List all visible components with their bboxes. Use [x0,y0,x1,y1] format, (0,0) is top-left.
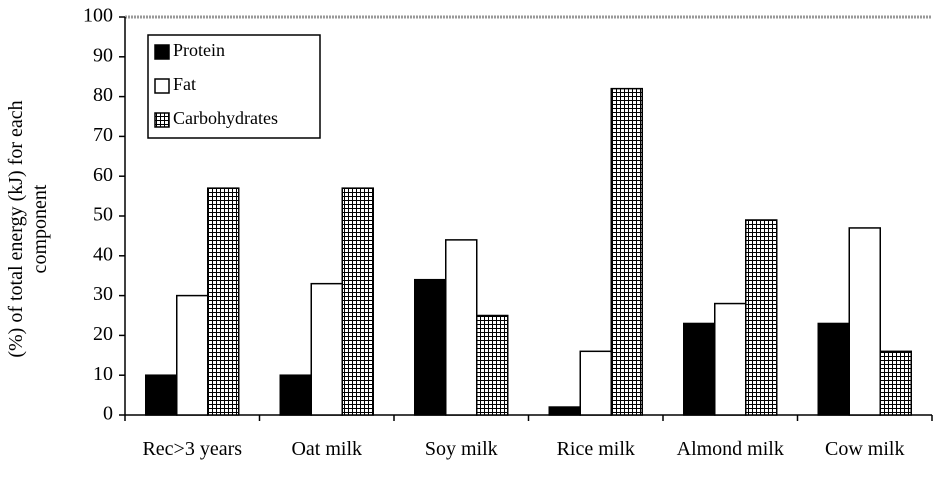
y-tick-label: 100 [83,5,113,27]
bar [879,350,912,416]
bar [207,187,240,416]
bar [548,406,581,416]
y-tick-label: 30 [93,283,113,305]
x-tick-label: Oat milk [291,438,363,460]
x-tick-label: Rec>3 years [142,438,243,460]
y-tick-label: 20 [93,323,113,345]
y-tick-label: 80 [93,84,113,106]
bar [745,219,778,416]
bar [445,239,478,416]
y-tick-label: 50 [93,204,113,226]
bar [310,282,343,416]
y-tick-label: 0 [103,403,113,425]
bar [414,278,447,416]
legend-label: Protein [173,40,225,60]
bar [848,227,881,416]
bar [683,322,716,416]
legend-box [147,34,321,139]
y-tick-label: 90 [93,44,113,66]
y-tick-label: 70 [93,124,113,146]
bar [817,322,850,416]
bar [476,314,509,416]
legend-label: Carbohydrates [173,108,278,128]
bar [579,350,612,416]
y-tick-label: 60 [93,164,113,186]
x-tick-label: Cow milk [825,438,905,460]
legend-swatch [154,78,170,94]
y-tick-label: 10 [93,363,113,385]
legend-label: Fat [173,74,196,94]
legend-swatch [154,112,170,128]
bar [279,374,312,416]
y-tick-label: 40 [93,243,113,265]
y-axis-label: (%) of total energy (kJ) for each compon… [5,100,51,358]
bar [341,187,374,416]
legend-swatch [154,44,170,60]
x-tick-label: Rice milk [556,438,635,460]
bar [714,302,747,416]
bar [610,87,643,416]
x-tick-label: Soy milk [424,438,498,460]
x-tick-label: Almond milk [676,438,784,460]
bar [176,294,209,416]
bar [145,374,178,416]
